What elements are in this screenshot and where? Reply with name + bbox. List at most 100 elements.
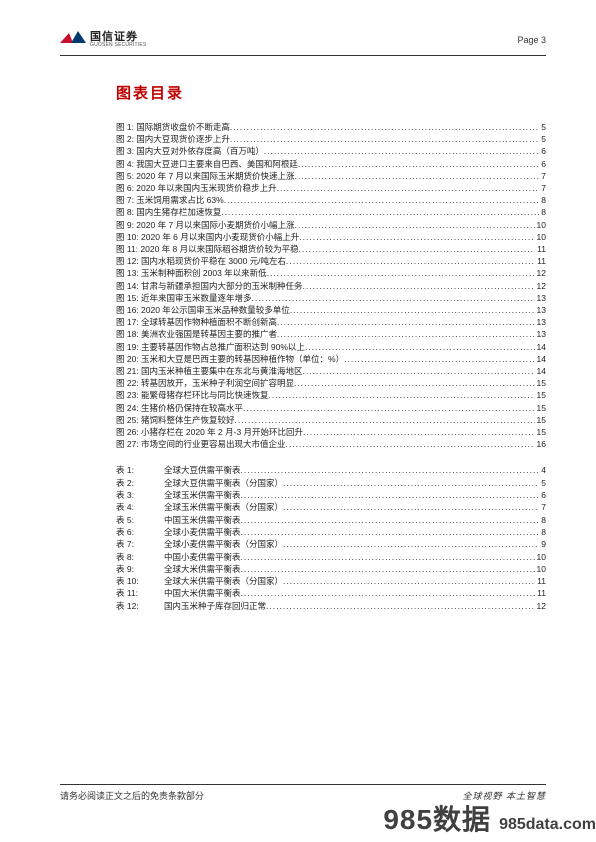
toc-table-title: 全球玉米供需平衡表 (164, 489, 241, 501)
toc-leader-dots (241, 514, 540, 526)
watermark-text-cn: 985数据 (383, 798, 491, 838)
toc-fig-page: 8 (539, 206, 546, 218)
toc-fig-page: 14 (535, 353, 546, 365)
toc-fig-page: 11 (535, 255, 546, 267)
toc-table-row: 表 4:全球玉米供需平衡表（分国家）7 (116, 501, 546, 513)
toc-table-num: 表 3: (116, 489, 164, 501)
toc-fig-page: 10 (535, 231, 546, 243)
toc-leader-dots (295, 170, 540, 182)
toc-fig-page: 8 (539, 194, 546, 206)
toc-fig-label: 图 4: 我国大豆进口主要来自巴西、美国和阿根廷 (116, 158, 298, 170)
toc-figure-row: 图 25: 猪饲料整体生产恢复较好15 (116, 414, 546, 426)
toc-leader-dots (241, 563, 535, 575)
toc-fig-page: 15 (535, 377, 546, 389)
toc-fig-page: 5 (539, 133, 546, 145)
toc-figure-row: 图 8: 国内生猪存栏加速恢复8 (116, 206, 546, 218)
toc-table-row: 表 8:中国小麦供需平衡表10 (116, 551, 546, 563)
toc-table-row: 表 11:中国大米供需平衡表11 (116, 587, 546, 599)
toc-leader-dots (295, 219, 535, 231)
toc-fig-label: 图 10: 2020 年 6 月以来国内小麦现货价小幅上升 (116, 231, 299, 243)
toc-fig-label: 图 3: 国内大豆对外依存度高（百万吨） (116, 145, 264, 157)
toc-table-title: 中国玉米供需平衡表 (164, 514, 241, 526)
toc-leader-dots (299, 243, 536, 255)
toc-figure-row: 图 2: 国内大豆现货价逐步上升 5 (116, 133, 546, 145)
watermark-text-en: 985data.com (499, 816, 596, 834)
table-list: 表 1:全球大豆供需平衡表4表 2:全球大豆供需平衡表（分国家）5表 3:全球玉… (116, 464, 546, 612)
toc-fig-label: 图 13: 玉米制种面积创 2003 年以来新低 (116, 267, 267, 279)
toc-fig-label: 图 26: 小猪存栏在 2020 年 2 月-3 月开始环比回升 (116, 426, 303, 438)
toc-fig-label: 图 16: 2020 年公示国审玉米品种数量较多单位 (116, 304, 290, 316)
toc-fig-page: 5 (539, 121, 546, 133)
toc-figure-row: 图 19: 主要转基因作物占总推广面积达到 90%以上14 (116, 341, 546, 353)
toc-fig-page: 14 (535, 365, 546, 377)
toc-table-num: 表 2: (116, 477, 164, 489)
toc-table-page: 10 (535, 551, 546, 563)
toc-table-row: 表 9:全球大米供需平衡表 10 (116, 563, 546, 575)
toc-leader-dots (286, 255, 535, 267)
toc-table-num: 表 9: (116, 563, 164, 575)
toc-fig-label: 图 6: 2020 年以来国内玉米现货价稳步上升 (116, 182, 277, 194)
toc-leader-dots (224, 194, 540, 206)
toc-leader-dots (286, 438, 535, 450)
toc-leader-dots (305, 341, 535, 353)
toc-fig-label: 图 7: 玉米饲用需求占比 63% (116, 194, 224, 206)
toc-figure-row: 图 3: 国内大豆对外依存度高（百万吨） 6 (116, 145, 546, 157)
toc-fig-label: 图 12: 国内水稻现货价平稳在 3000 元/吨左右 (116, 255, 286, 267)
page: 国信证券 GUOSEN SECURITIES Page 3 图表目录 图 1: … (0, 0, 596, 842)
toc-figure-row: 图 22: 转基因放开，玉米种子利润空间扩容明显15 (116, 377, 546, 389)
toc-table-row: 表 3:全球玉米供需平衡表6 (116, 489, 546, 501)
toc-figure-row: 图 10: 2020 年 6 月以来国内小麦现货价小幅上升 10 (116, 231, 546, 243)
toc-leader-dots (243, 402, 534, 414)
toc-fig-page: 15 (535, 414, 546, 426)
toc-leader-dots (344, 353, 534, 365)
toc-fig-label: 图 19: 主要转基因作物占总推广面积达到 90%以上 (116, 341, 305, 353)
toc-table-title: 全球大米供需平衡表 (164, 563, 241, 575)
toc-table-title: 全球小麦供需平衡表（分国家） (164, 538, 283, 550)
toc-fig-label: 图 24: 生猪价格仍保持在较高水平 (116, 402, 243, 414)
toc-fig-page: 6 (539, 145, 546, 157)
toc-table-title: 全球大豆供需平衡表（分国家） (164, 477, 283, 489)
toc-table-page: 4 (539, 464, 546, 476)
toc-leader-dots (277, 182, 540, 194)
toc-fig-page: 7 (539, 170, 546, 182)
toc-leader-dots (303, 280, 535, 292)
toc-fig-page: 11 (535, 243, 546, 255)
toc-leader-dots (266, 600, 535, 612)
toc-leader-dots (277, 316, 534, 328)
toc-table-row: 表 1:全球大豆供需平衡表4 (116, 464, 546, 476)
toc-fig-page: 12 (535, 280, 546, 292)
toc-table-page: 8 (539, 526, 546, 538)
toc-leader-dots (283, 575, 535, 587)
toc-table-title: 中国小麦供需平衡表 (164, 551, 241, 563)
toc-figure-row: 图 9: 2020 年 7 月以来国际小麦期货价小幅上涨10 (116, 219, 546, 231)
toc-fig-label: 图 20: 玉米和大豆是巴西主要的转基因种植作物（单位：%） (116, 353, 344, 365)
toc-fig-page: 12 (535, 267, 546, 279)
company-logo: 国信证券 GUOSEN SECURITIES (60, 31, 146, 49)
toc-table-page: 11 (535, 575, 546, 587)
toc-leader-dots (241, 551, 535, 563)
toc-title: 图表目录 (116, 82, 546, 103)
toc-table-title: 全球小麦供需平衡表 (164, 526, 241, 538)
toc-figure-row: 图 14: 甘肃与新疆承担国内大部分的玉米制种任务12 (116, 280, 546, 292)
toc-table-row: 表 7:全球小麦供需平衡表（分国家）9 (116, 538, 546, 550)
toc-table-page: 11 (535, 587, 546, 599)
toc-fig-label: 图 2: 国内大豆现货价逐步上升 (116, 133, 230, 145)
toc-fig-page: 13 (535, 316, 546, 328)
toc-leader-dots (269, 389, 535, 401)
toc-fig-page: 15 (535, 402, 546, 414)
toc-figure-row: 图 16: 2020 年公示国审玉米品种数量较多单位 13 (116, 304, 546, 316)
toc-figure-row: 图 15: 近年来国审玉米数量逐年增多13 (116, 292, 546, 304)
toc-leader-dots (241, 526, 540, 538)
toc-leader-dots (230, 133, 539, 145)
toc-table-page: 10 (535, 563, 546, 575)
toc-leader-dots (235, 414, 535, 426)
toc-fig-label: 图 5: 2020 年 7 月以来国际玉米期货价快速上涨 (116, 170, 295, 182)
toc-table-row: 表 5:中国玉米供需平衡表8 (116, 514, 546, 526)
toc-table-row: 表 2:全球大豆供需平衡表（分国家）5 (116, 477, 546, 489)
toc-fig-label: 图 18: 美洲农业强国是转基因主要的推广者 (116, 328, 277, 340)
toc-table-row: 表 12:国内玉米种子库存回归正常12 (116, 600, 546, 612)
toc-fig-page: 13 (535, 304, 546, 316)
toc-fig-page: 7 (539, 182, 546, 194)
toc-table-title: 全球大豆供需平衡表 (164, 464, 241, 476)
toc-figure-row: 图 5: 2020 年 7 月以来国际玉米期货价快速上涨 7 (116, 170, 546, 182)
